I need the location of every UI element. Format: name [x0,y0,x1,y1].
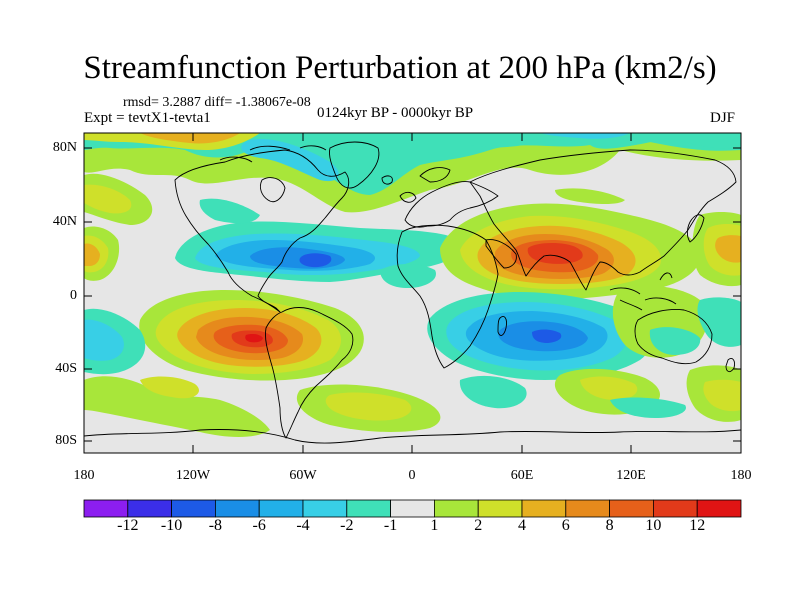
colorbar-swatch [609,499,654,518]
coast-australia [634,309,713,365]
colorbar-swatch [521,499,567,518]
lon-label-60e: 60E [510,468,534,483]
coast-asia [469,149,737,291]
colorbar-swatch [346,499,391,518]
period-label: 0124kyr BP - 0000kyr BP [317,105,474,121]
colorbar-tick-label: -6 [252,517,266,534]
coastlines [84,141,741,444]
colorbar-tick-label: 12 [689,517,706,534]
lat-label-80s: 80S [55,433,77,448]
coast-antarctica [84,429,741,444]
colorbar-tick-label: -12 [117,517,139,534]
colorbar-swatch [258,499,304,518]
colorbar-swatch [171,499,216,518]
experiment-label: Expt = tevtX1-tevta1 [84,110,211,126]
colorbar-tick-label: 1 [430,517,439,534]
colorbar-tick-label: 4 [518,517,526,534]
map-field [84,133,741,453]
colorbar-swatch [565,499,610,518]
coast-africa [396,224,499,369]
season-label: DJF [710,110,736,126]
colorbar-swatch [83,499,129,518]
colorbar-swatch [696,499,742,518]
coast-europe [404,181,499,228]
lat-label-eq: 0 [70,288,77,303]
colorbar-tick-label: 2 [474,517,483,534]
colorbar-tick-label: -8 [208,517,223,534]
lon-label-180w: 180 [73,468,95,483]
colorbar-tick-label: -10 [160,517,183,534]
colorbar-swatch [477,499,523,518]
lat-label-80n: 80N [52,140,77,155]
colorbar-swatch [433,499,479,518]
colorbar-swatch [653,499,698,518]
colorbar-swatch [390,499,435,518]
colorbar-tick-label: -1 [383,517,398,534]
lon-label-180e: 180 [730,468,752,483]
lon-label-60w: 60W [289,468,317,483]
lon-label-0: 0 [408,468,416,483]
lat-label-40s: 40S [55,361,77,376]
coast-south-america [265,307,354,439]
lon-label-120w: 120W [175,468,211,483]
colorbar-swatch [127,499,173,518]
lon-label-120e: 120E [616,468,646,483]
colorbar-tick-label: -4 [296,517,310,534]
colorbar-tick-label: 6 [561,517,570,534]
colorbar-tick-label: -2 [340,517,354,534]
colorbar-tick-label: 8 [605,517,614,534]
stats-text: rmsd= 3.2887 diff= -1.38067e-08 [123,95,311,110]
coast-north-america [174,149,350,313]
lat-label-40n: 40N [52,214,77,229]
coast-greenland [329,141,380,189]
field-southern-band [84,376,270,437]
colorbar [83,499,742,518]
colorbar-tick-label: 10 [645,517,662,534]
colorbar-swatch [302,499,348,518]
colorbar-swatch [214,499,260,518]
map-title: Streamfunction Perturbation at 200 hPa (… [83,50,717,86]
axis-ticks [83,133,742,453]
